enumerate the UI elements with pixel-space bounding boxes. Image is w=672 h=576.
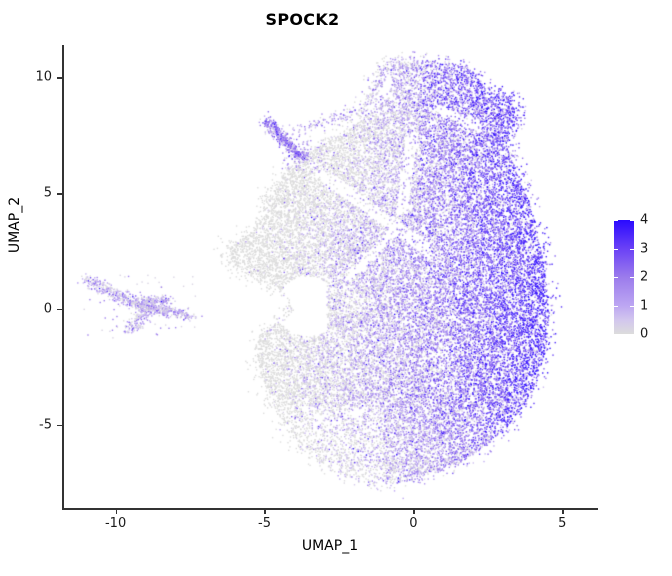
colorbar-tick-mark (614, 248, 618, 250)
y-tick-label: 10 (35, 69, 52, 85)
colorbar-tick-mark (630, 334, 634, 336)
scatter-canvas (62, 45, 598, 508)
x-tick-mark (264, 509, 266, 514)
y-tick-mark (57, 193, 62, 195)
x-axis-line (62, 508, 598, 510)
colorbar-tick-mark (614, 305, 618, 307)
x-tick-label: 5 (558, 516, 567, 531)
colorbar-tick-label: 2 (640, 269, 649, 285)
x-tick-label: 0 (409, 516, 418, 531)
x-tick-mark (562, 509, 564, 514)
colorbar-tick-mark (630, 305, 634, 307)
y-tick-mark (57, 308, 62, 311)
y-tick-label: 0 (43, 301, 52, 317)
y-axis-label: UMAP_2 (7, 196, 23, 254)
colorbar-tick-mark (614, 220, 618, 222)
colorbar-tick-mark (630, 248, 634, 250)
y-tick-mark (57, 77, 62, 79)
colorbar-tick-mark (630, 277, 634, 279)
colorbar-tick-label: 4 (640, 212, 649, 228)
x-tick-mark (115, 509, 117, 514)
y-tick-mark (57, 424, 62, 427)
colorbar-tick-label: 1 (640, 298, 649, 313)
y-tick-label: 5 (43, 185, 52, 201)
x-tick-label: -10 (104, 516, 127, 531)
colorbar-tick-mark (630, 220, 634, 222)
colorbar-tick-mark (614, 277, 618, 279)
colorbar-gradient (614, 220, 634, 334)
x-tick-mark (413, 509, 415, 514)
y-tick-label: -5 (39, 417, 52, 433)
colorbar-tick-mark (614, 334, 618, 336)
x-tick-label: -5 (258, 516, 271, 531)
color-legend: 4 3 2 1 0 (610, 213, 668, 344)
colorbar-tick-label: 0 (640, 326, 649, 342)
x-axis-label: UMAP_1 (301, 538, 359, 554)
colorbar-tick-label: 3 (640, 241, 649, 256)
page-title: SPOCK2 (265, 10, 340, 29)
